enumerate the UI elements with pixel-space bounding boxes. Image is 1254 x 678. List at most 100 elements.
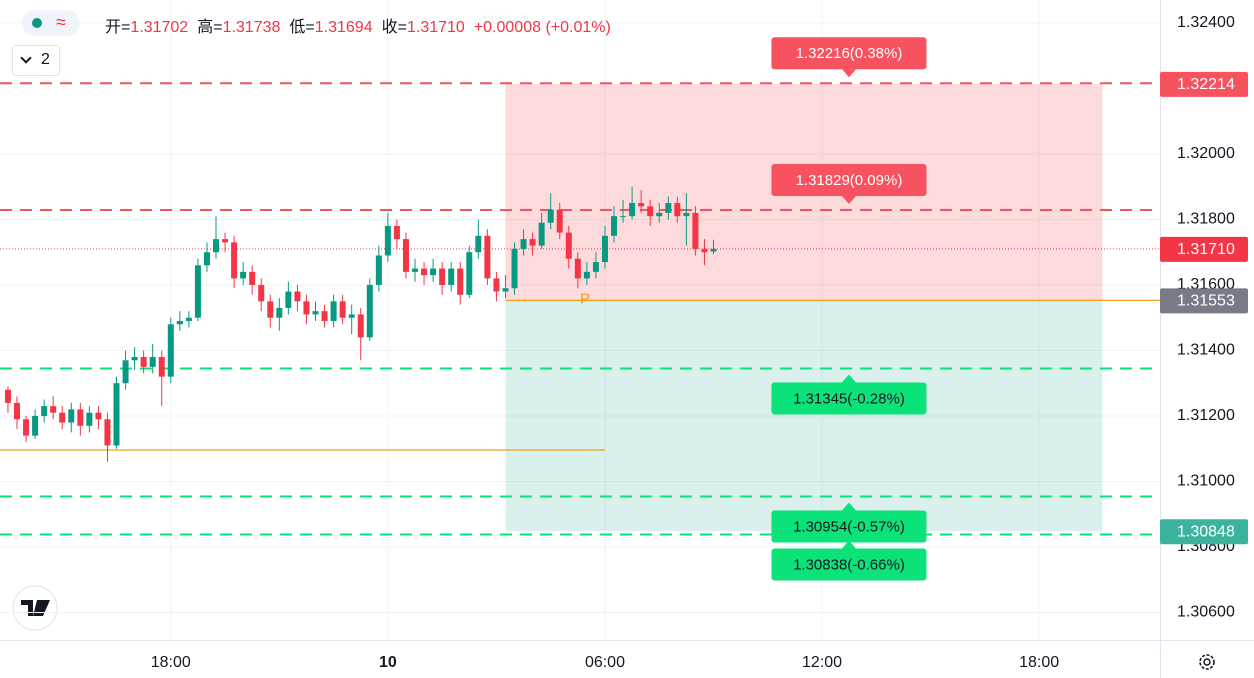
candle-body	[665, 203, 672, 213]
chevron	[20, 52, 32, 64]
candle-body	[520, 239, 527, 249]
candle-body	[484, 235, 491, 279]
candle-body	[583, 271, 590, 279]
price-badge	[1160, 236, 1248, 262]
target-label-box	[771, 163, 927, 196]
candle-body	[393, 225, 400, 240]
candle-body	[601, 235, 608, 263]
layout-count: 2	[41, 51, 50, 68]
symbol-toggle[interactable]: ≈	[22, 10, 80, 36]
candle-body	[529, 239, 536, 246]
price-badge	[1160, 71, 1248, 97]
candle-body	[113, 383, 120, 446]
candle-body	[68, 409, 75, 423]
target-label-box	[771, 37, 927, 70]
target-label-box	[771, 382, 927, 415]
price-badge-label: 1.30848	[1177, 523, 1235, 540]
candle-body	[240, 271, 247, 279]
x-tick-label: 12:00	[802, 654, 842, 671]
target-label-text: 1.30954(-0.57%)	[793, 519, 905, 536]
candle-body	[249, 271, 256, 285]
candle-body	[357, 314, 364, 338]
target-label: 1.31345(-0.28%)	[771, 374, 927, 415]
y-tick-label: 1.31400	[1177, 342, 1235, 359]
y-tick-label: 1.32400	[1177, 14, 1235, 31]
candle-body	[620, 216, 627, 218]
candle-body	[41, 406, 48, 416]
ohlc-label: 低=	[289, 19, 315, 36]
candle-body	[176, 320, 183, 325]
y-tick-label: 1.31200	[1177, 407, 1235, 424]
target-label-text: 1.31829(0.09%)	[796, 172, 903, 189]
candle-body	[439, 268, 446, 285]
ohlc-value: 1.31738	[222, 19, 281, 36]
candle-body	[285, 291, 292, 308]
candle-body	[475, 235, 482, 253]
candle-body	[710, 248, 717, 252]
candle-body	[122, 360, 129, 384]
candle-body	[647, 206, 654, 217]
grid	[0, 0, 1160, 640]
candle-body	[294, 291, 301, 302]
x-tick-label: 18:00	[151, 654, 191, 671]
candle-body	[4, 389, 11, 403]
candle-body	[366, 284, 373, 338]
target-label: 1.30838(-0.66%)	[771, 540, 927, 581]
target-label: 1.31829(0.09%)	[771, 163, 927, 204]
status-dot	[32, 18, 42, 28]
candle-body	[213, 239, 220, 253]
candle-body	[565, 232, 572, 259]
candle-body	[303, 301, 310, 315]
target-label-pointer	[841, 69, 856, 78]
candle-body	[384, 225, 391, 256]
candle-body	[339, 301, 346, 318]
candle-body	[556, 209, 563, 233]
ohlc-label: 高=	[197, 19, 223, 36]
candle-body	[538, 222, 545, 246]
candle-body	[104, 419, 111, 446]
candle-body	[493, 278, 500, 292]
candle-body	[448, 268, 455, 285]
candle-body	[656, 212, 663, 217]
entry-label: P	[580, 290, 590, 307]
candle-body	[77, 409, 84, 426]
target-label-box	[771, 548, 927, 581]
x-tick-label: 06:00	[585, 654, 625, 671]
candle-body	[312, 311, 319, 315]
candle-body	[692, 212, 699, 249]
candle-body	[701, 248, 708, 253]
stop-zone	[505, 300, 1103, 532]
candle-body	[14, 402, 21, 420]
candle-body	[674, 203, 681, 217]
candle-body	[194, 265, 201, 318]
layout-button[interactable]: 2	[12, 45, 60, 76]
target-label-box	[771, 510, 927, 543]
candle-body	[457, 268, 464, 295]
candle-body	[258, 284, 265, 302]
target-label-text: 1.31345(-0.28%)	[793, 390, 905, 407]
target-label-text: 1.30838(-0.66%)	[793, 557, 905, 574]
target-label-pointer	[841, 540, 856, 549]
price-badge	[1160, 519, 1248, 545]
y-tick-label: 1.30600	[1177, 604, 1235, 621]
price-badge-label: 1.32214	[1177, 76, 1235, 93]
tv-logo	[12, 585, 58, 631]
candle-body	[421, 268, 428, 276]
candle-body	[267, 301, 274, 318]
y-tick-label: 1.32000	[1177, 145, 1235, 162]
target-label-text: 1.32216(0.38%)	[796, 45, 903, 62]
candles	[4, 186, 717, 462]
settings-icon[interactable]	[1199, 654, 1215, 670]
ohlc-header: 开=1.31702 高=1.31738 低=1.31694 收=1.31710 +0.0…	[105, 13, 620, 37]
candle-body	[683, 212, 690, 217]
candle-body	[611, 216, 618, 236]
candle-body	[23, 419, 30, 436]
candle-body	[402, 239, 409, 272]
ohlc-value: 1.31694	[314, 19, 373, 36]
candle-body	[231, 242, 238, 279]
candle-body	[50, 406, 57, 413]
candle-body	[203, 252, 210, 266]
candle-body	[276, 307, 283, 318]
